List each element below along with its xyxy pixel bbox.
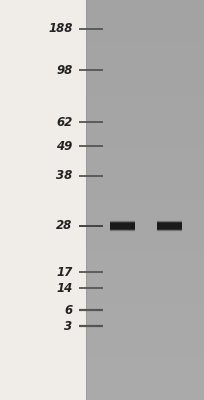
Bar bbox=[86, 0, 204, 400]
Bar bbox=[0, 0, 86, 400]
Text: 98: 98 bbox=[56, 64, 72, 76]
Text: 38: 38 bbox=[56, 170, 72, 182]
Text: 49: 49 bbox=[56, 140, 72, 152]
Text: 188: 188 bbox=[48, 22, 72, 35]
Text: 17: 17 bbox=[56, 266, 72, 278]
Text: 14: 14 bbox=[56, 282, 72, 294]
Text: 3: 3 bbox=[64, 320, 72, 332]
Text: 62: 62 bbox=[56, 116, 72, 128]
Text: 28: 28 bbox=[56, 220, 72, 232]
Text: 6: 6 bbox=[64, 304, 72, 316]
